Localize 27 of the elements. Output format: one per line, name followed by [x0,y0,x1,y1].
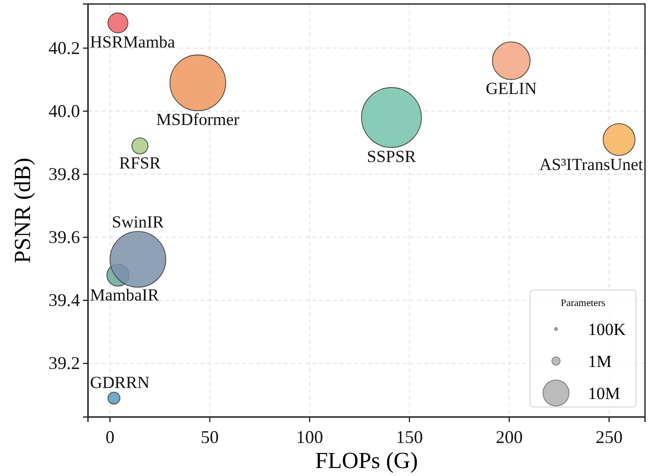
x-tick-label: 50 [200,427,219,447]
series-label: SSPSR [366,146,417,166]
series-label: GDRRN [90,373,150,392]
y-tick-label: 40.0 [48,100,80,121]
series-label: MambaIR [90,286,160,305]
x-tick-label: 100 [296,427,324,447]
series-label: AS³ITransUnet [539,154,644,174]
legend-title: Parameters [560,298,606,309]
x-tick-label: 150 [396,427,423,447]
y-tick-label: 39.6 [48,227,80,248]
x-tick-label: 0 [105,427,114,447]
y-tick-label: 39.8 [48,164,80,184]
y-tick-label: 39.2 [48,353,80,374]
legend-label: 100K [588,320,626,339]
series-label: RFSR [119,153,162,172]
x-axis-title: FLOPs (G) [315,448,418,473]
series-label: HSRMamba [90,32,176,52]
y-axis-title: PSNR (dB) [10,158,35,264]
legend-label: 1M [588,352,612,371]
y-tick-label: 40.2 [48,38,80,58]
y-tick-label: 39.4 [48,290,80,310]
series-label: MSDformer [156,110,240,130]
x-tick-label: 250 [596,427,623,447]
legend-label: 10M [588,384,620,403]
series-label: SwinIR [112,212,165,232]
series-label: GELIN [486,79,537,98]
x-tick-label: 200 [496,427,523,447]
